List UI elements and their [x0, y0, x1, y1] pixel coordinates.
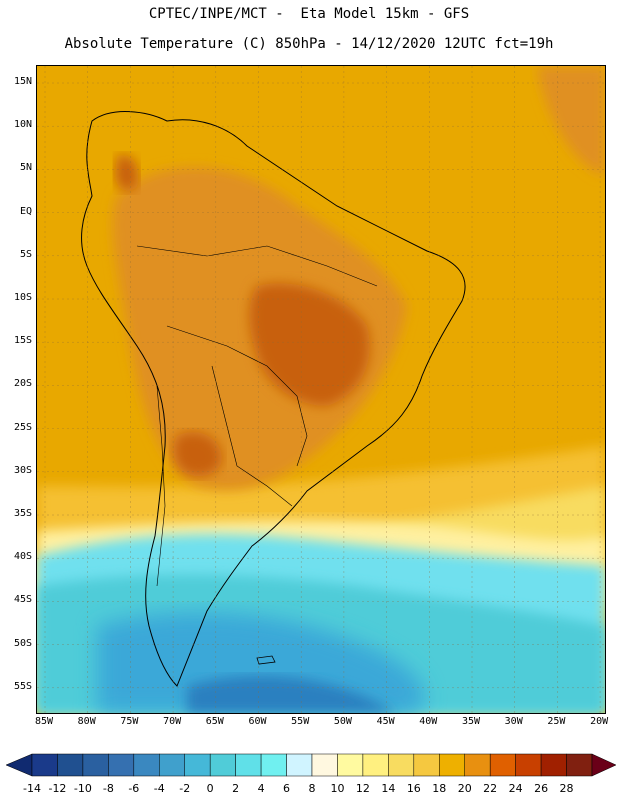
lat-tick-label: EQ	[19, 205, 32, 217]
lat-tick-label: 50S	[13, 637, 32, 649]
colorbar-tick-label: -8	[102, 782, 114, 795]
colorbar-segment	[31, 753, 58, 777]
colorbar-tick-label: 4	[257, 782, 265, 795]
lon-tick-label: 20W	[590, 716, 609, 727]
colorbar-tick-label: 16	[406, 782, 421, 795]
colorbar-segment	[439, 753, 465, 777]
lon-tick-label: 30W	[504, 716, 523, 727]
colorbar-tick-label: 10	[330, 782, 345, 795]
colorbar-tick-label: -2	[179, 782, 191, 795]
colorbar-segment	[260, 753, 287, 777]
lon-tick-label: 25W	[547, 716, 566, 727]
colorbar-tick-label: 12	[355, 782, 370, 795]
colorbar-segment	[489, 753, 516, 777]
lat-tick-label: 35S	[13, 508, 32, 519]
colorbar-tick-label: 18	[432, 782, 447, 795]
lat-tick-label: 55S	[13, 680, 32, 692]
lat-tick-label: 20S	[13, 378, 32, 390]
south-america-coastline	[81, 111, 466, 687]
colorbar-tick-label: 28	[559, 782, 574, 795]
country-borders-central	[166, 325, 308, 467]
lat-tick-label: 5S	[19, 248, 32, 260]
lon-tick-label: 40W	[419, 716, 438, 727]
lat-tick-label: 15N	[13, 76, 32, 87]
lon-tick-label: 50W	[333, 716, 352, 727]
country-borders-south	[211, 365, 293, 507]
colorbar-segment	[133, 753, 160, 777]
colorbar-segment	[235, 753, 262, 777]
colorbar-tick-label: 0	[206, 782, 214, 795]
colorbar-segment	[286, 753, 313, 777]
colorbar-segment	[184, 753, 211, 777]
colorbar	[6, 753, 617, 777]
hot-core-argentina	[173, 432, 222, 477]
lon-tick-label: 65W	[205, 716, 224, 727]
lon-tick-label: 45W	[376, 716, 395, 727]
colorbar-segment	[566, 753, 593, 777]
hot-core-brazil	[249, 283, 370, 406]
colorbar-tick-label: 14	[381, 782, 396, 795]
colorbar-segment	[159, 753, 185, 777]
colorbar-tick-label: 8	[308, 782, 316, 795]
coldest-core	[187, 675, 397, 713]
colorbar-segment	[464, 753, 491, 777]
lat-tick-label: 45S	[13, 594, 32, 606]
map-canvas	[37, 66, 605, 713]
title-line-2: Absolute Temperature (C) 850hPa - 14/12/…	[64, 36, 554, 52]
lon-tick-label: 60W	[248, 716, 267, 727]
colorbar-segment	[82, 753, 109, 777]
colorbar-tick-label: 20	[457, 782, 472, 795]
colorbar-tick-label: 26	[534, 782, 549, 795]
lat-tick-label: 30S	[13, 464, 32, 476]
colorbar-under-arrow	[6, 753, 33, 777]
lat-tick-label: 10S	[13, 292, 32, 303]
colorbar-tick-label: 24	[508, 782, 523, 795]
lat-tick-label: 40S	[13, 551, 32, 563]
colorbar-segment	[311, 753, 338, 777]
lat-tick-label: 5N	[19, 162, 32, 174]
hot-core-colombia	[115, 155, 139, 192]
lat-tick-label: 25S	[13, 421, 32, 433]
colorbar-over-arrow	[591, 753, 617, 777]
lon-tick-label: 75W	[120, 716, 139, 727]
colorbar-segment	[388, 753, 415, 777]
title-line-1: CPTEC/INPE/MCT - Eta Model 15km - GFS	[148, 6, 470, 22]
colorbar-tick-label: 2	[232, 782, 240, 795]
colorbar-tick-label: -4	[153, 782, 165, 795]
colorbar-tick-label: 22	[483, 782, 498, 795]
colorbar-segment	[337, 753, 364, 777]
lon-tick-label: 85W	[34, 716, 54, 727]
lat-tick-label: 15S	[13, 335, 32, 347]
andes-border	[156, 385, 166, 587]
warm-sea-patch	[537, 66, 605, 176]
colorbar-segment	[540, 753, 567, 777]
colorbar-segment	[362, 753, 389, 777]
colorbar-segment	[57, 753, 84, 777]
temperature-map	[36, 65, 606, 714]
colorbar-tick-label: -14	[23, 782, 41, 795]
colorbar-tick-label: -6	[128, 782, 140, 795]
lat-tick-label: 10N	[13, 119, 32, 131]
colorbar-segment	[209, 753, 236, 777]
lon-tick-label: 35W	[461, 716, 481, 727]
lon-tick-label: 70W	[163, 716, 182, 727]
lon-tick-label: 55W	[291, 716, 310, 727]
colorbar-segment	[413, 753, 440, 777]
colorbar-tick-label: -12	[48, 782, 67, 795]
colorbar-segment	[515, 753, 542, 777]
colorbar-tick-label: -10	[73, 782, 92, 795]
colorbar-tick-label: 6	[283, 782, 291, 795]
lon-tick-label: 80W	[77, 716, 96, 727]
colorbar-segment	[108, 753, 135, 777]
